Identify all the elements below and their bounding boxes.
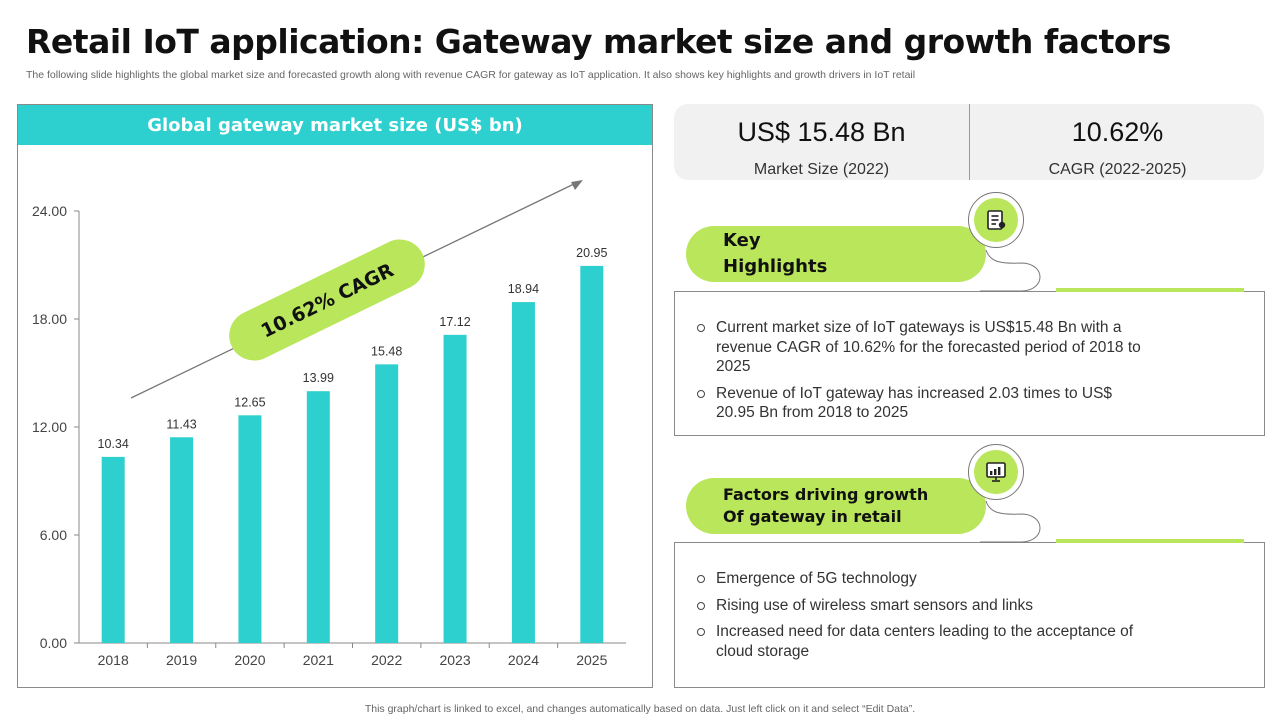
drivers-list: Emergence of 5G technology Rising use of… [697, 569, 1137, 668]
drivers-title-line2: Of gateway in retail [723, 507, 902, 526]
highlights-pill: Key Highlights [686, 226, 986, 282]
data-label: 15.48 [371, 344, 402, 358]
data-label: 10.34 [98, 437, 129, 451]
data-label: 20.95 [576, 246, 607, 260]
footer-note: This graph/chart is linked to excel, and… [364, 703, 916, 715]
cagr-value: 10.62% [1071, 117, 1164, 147]
bar [170, 437, 194, 643]
y-tick-label: 12.00 [32, 419, 67, 435]
market-size-label: Market Size (2022) [753, 161, 890, 178]
x-tick-label: 2019 [166, 652, 197, 668]
highlights-title-line2: Highlights [723, 256, 828, 277]
market-size-value: US$ 15.48 Bn [737, 117, 906, 147]
cagr-pill [229, 239, 425, 361]
page-subtitle: The following slide highlights the globa… [26, 69, 916, 81]
list-item: Revenue of IoT gateway has increased 2.0… [697, 384, 1147, 423]
bar [306, 391, 330, 643]
highlights-accent-line [1056, 288, 1244, 292]
stat-divider [969, 104, 970, 180]
data-label: 12.65 [234, 395, 265, 409]
drivers-accent-line [1056, 539, 1244, 543]
bar [375, 364, 399, 643]
y-tick-label: 24.00 [32, 203, 67, 219]
chart-title: Global gateway market size (US$ bn) [18, 105, 652, 145]
data-label: 11.43 [166, 417, 196, 431]
x-tick-label: 2021 [303, 652, 334, 668]
highlights-badge [968, 192, 1024, 248]
drivers-box: Emergence of 5G technology Rising use of… [674, 542, 1265, 688]
drivers-badge [968, 444, 1024, 500]
cagr-stat: 10.62% CAGR (2022-2025) [970, 104, 1265, 180]
chart-panel: 0.00 6.00 12.00 18.00 24.00 10.34 2018 11.43 201… [17, 104, 653, 688]
cagr-label: CAGR (2022-2025) [1048, 161, 1187, 178]
page-title: Retail IoT application: Gateway market s… [26, 22, 1171, 61]
highlights-connector [980, 249, 1041, 292]
x-tick-label: 2023 [439, 652, 470, 668]
x-tick-label: 2024 [508, 652, 539, 668]
x-tick-label: 2018 [98, 652, 129, 668]
list-item: Rising use of wireless smart sensors and… [697, 596, 1137, 616]
drivers-pill: Factors driving growth Of gateway in ret… [686, 478, 986, 534]
x-tick-label: 2020 [234, 652, 265, 668]
highlights-box: Current market size of IoT gateways is U… [674, 291, 1265, 436]
x-tick-label: 2022 [371, 652, 402, 668]
drivers-title-line1: Factors driving growth [723, 485, 929, 504]
market-size-stat: US$ 15.48 Bn Market Size (2022) [674, 104, 969, 180]
growth-chart-icon [986, 462, 1006, 482]
bar [580, 265, 604, 643]
data-label: 17.12 [439, 315, 470, 329]
trend-arrow-head [571, 180, 583, 190]
document-list-icon [987, 210, 1006, 230]
y-tick-label: 6.00 [40, 527, 67, 543]
drivers-connector [980, 500, 1041, 543]
list-item: Current market size of IoT gateways is U… [697, 318, 1147, 377]
highlights-title-line1: Key [723, 230, 761, 251]
data-label: 18.94 [508, 282, 539, 296]
highlights-list: Current market size of IoT gateways is U… [697, 318, 1147, 430]
bar [443, 334, 467, 643]
bar-chart: 0.00 6.00 12.00 18.00 24.00 10.34 2018 11.43 201… [32, 180, 626, 668]
y-tick-label: 0.00 [40, 635, 67, 651]
bar [101, 456, 125, 643]
x-tick-label: 2025 [576, 652, 607, 668]
bar [511, 302, 535, 643]
bar [238, 415, 262, 643]
data-label: 13.99 [303, 371, 334, 385]
stats-card: US$ 15.48 Bn Market Size (2022) 10.62% C… [674, 104, 1264, 180]
list-item: Emergence of 5G technology [697, 569, 1137, 589]
y-tick-label: 18.00 [32, 311, 67, 327]
list-item: Increased need for data centers leading … [697, 622, 1137, 661]
